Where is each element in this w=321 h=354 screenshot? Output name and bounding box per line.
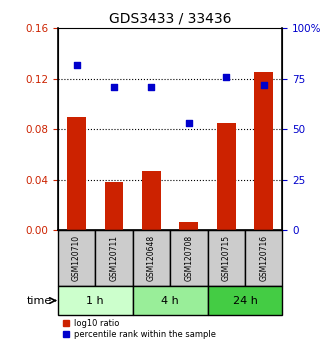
Bar — [142, 171, 161, 230]
FancyBboxPatch shape — [208, 286, 282, 315]
Text: GSM120648: GSM120648 — [147, 235, 156, 281]
Text: GSM120708: GSM120708 — [184, 235, 193, 281]
FancyBboxPatch shape — [95, 230, 133, 286]
Point — [186, 120, 191, 126]
Text: 1 h: 1 h — [86, 296, 104, 306]
FancyBboxPatch shape — [170, 230, 208, 286]
Point — [74, 62, 79, 68]
FancyBboxPatch shape — [58, 286, 133, 315]
Text: GSM120716: GSM120716 — [259, 235, 268, 281]
Bar — [105, 182, 123, 230]
Point — [224, 74, 229, 80]
Bar — [217, 123, 236, 230]
Title: GDS3433 / 33436: GDS3433 / 33436 — [109, 12, 231, 26]
FancyBboxPatch shape — [133, 230, 170, 286]
Text: GSM120710: GSM120710 — [72, 235, 81, 281]
FancyBboxPatch shape — [208, 230, 245, 286]
Text: GSM120711: GSM120711 — [109, 235, 118, 281]
Point — [149, 84, 154, 90]
Text: time: time — [27, 296, 52, 306]
FancyBboxPatch shape — [58, 230, 95, 286]
Bar — [179, 222, 198, 230]
FancyBboxPatch shape — [133, 286, 208, 315]
Legend: log10 ratio, percentile rank within the sample: log10 ratio, percentile rank within the … — [62, 319, 216, 339]
Point — [261, 82, 266, 87]
Text: 4 h: 4 h — [161, 296, 179, 306]
Bar — [254, 73, 273, 230]
Text: 24 h: 24 h — [233, 296, 257, 306]
Point — [111, 84, 117, 90]
Text: GSM120715: GSM120715 — [222, 235, 231, 281]
FancyBboxPatch shape — [245, 230, 282, 286]
Bar — [67, 116, 86, 230]
